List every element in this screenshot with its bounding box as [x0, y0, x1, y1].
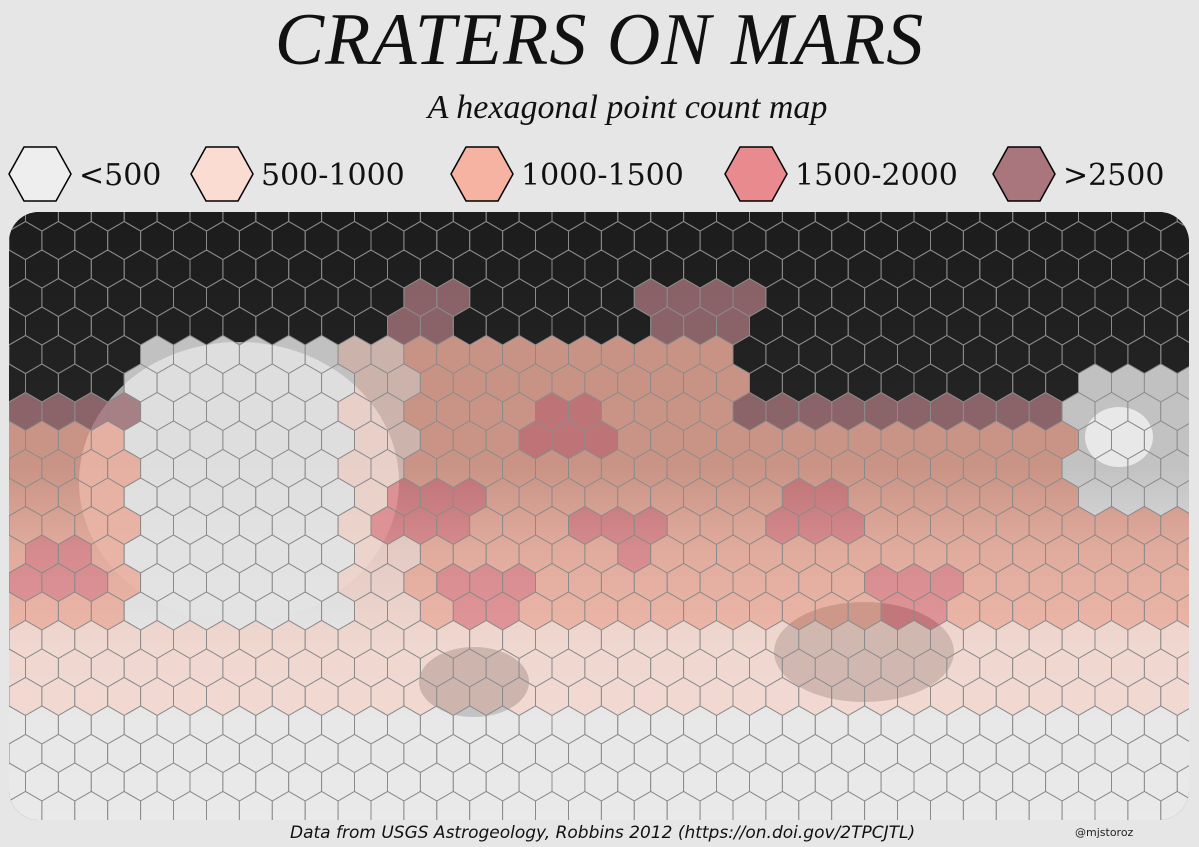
- mars-hex-map: [9, 212, 1189, 820]
- hex-cell: [798, 790, 833, 820]
- hex-cell: [173, 790, 207, 820]
- legend-label-over-2500: >2500: [1063, 158, 1165, 193]
- hex-cell: [107, 790, 142, 820]
- hex-cell: [436, 790, 471, 820]
- hex-cell: [370, 790, 405, 820]
- map-title: CRATERS ON MARS: [274, 0, 925, 81]
- hex-cell: [337, 790, 372, 820]
- hex-cell: [140, 790, 174, 820]
- hex-grid: [9, 212, 1189, 820]
- hex-cell: [403, 790, 438, 820]
- hex-cell: [469, 790, 504, 820]
- hex-cell: [864, 790, 898, 820]
- data-credit: Data from USGS Astrogeology, Robbins 201…: [290, 823, 916, 843]
- hex-cell: [765, 790, 800, 820]
- legend-swatch-1500-2000: [724, 146, 788, 202]
- hex-cell: [1094, 790, 1129, 820]
- legend-swatch-500-1000: [190, 146, 254, 202]
- hex-cell: [74, 790, 109, 820]
- hex-cell: [831, 790, 866, 820]
- hex-cell: [304, 790, 339, 820]
- hex-cell: [1061, 790, 1096, 820]
- legend-swatch-under-500: [8, 146, 72, 202]
- hex-cell: [732, 790, 767, 820]
- legend-label-500-1000: 500-1000: [261, 158, 405, 193]
- hex-cell: [271, 790, 306, 820]
- hex-cell: [1127, 790, 1162, 820]
- hex-cell: [699, 790, 734, 820]
- hex-cell: [995, 790, 1030, 820]
- legend-label-under-500: <500: [79, 158, 162, 193]
- legend-swatch-over-2500: [992, 146, 1056, 202]
- hex-cell: [1028, 790, 1063, 820]
- hex-cell: [41, 790, 76, 820]
- hex-cell: [535, 790, 569, 820]
- legend-swatch-1000-1500: [450, 146, 514, 202]
- author-handle: @mjstoroz: [1075, 826, 1134, 839]
- hex-cell: [930, 790, 964, 820]
- hex-cell: [238, 790, 273, 820]
- hex-cell: [897, 790, 931, 820]
- legend-label-1000-1500: 1000-1500: [521, 158, 684, 193]
- hex-cell: [568, 790, 602, 820]
- hex-cell: [962, 790, 997, 820]
- map-subtitle: A hexagonal point count map: [427, 89, 828, 126]
- hex-cells: [9, 212, 1189, 820]
- hex-cell: [666, 790, 701, 820]
- footer: Data from USGS Astrogeology, Robbins 201…: [0, 820, 1199, 847]
- legend: <500 500-1000 1000-1500 1500-2000 >2500: [0, 140, 1199, 210]
- hex-cell: [206, 790, 240, 820]
- hex-cell: [600, 790, 635, 820]
- hex-cell: [502, 790, 536, 820]
- legend-label-1500-2000: 1500-2000: [795, 158, 958, 193]
- hex-cell: [633, 790, 668, 820]
